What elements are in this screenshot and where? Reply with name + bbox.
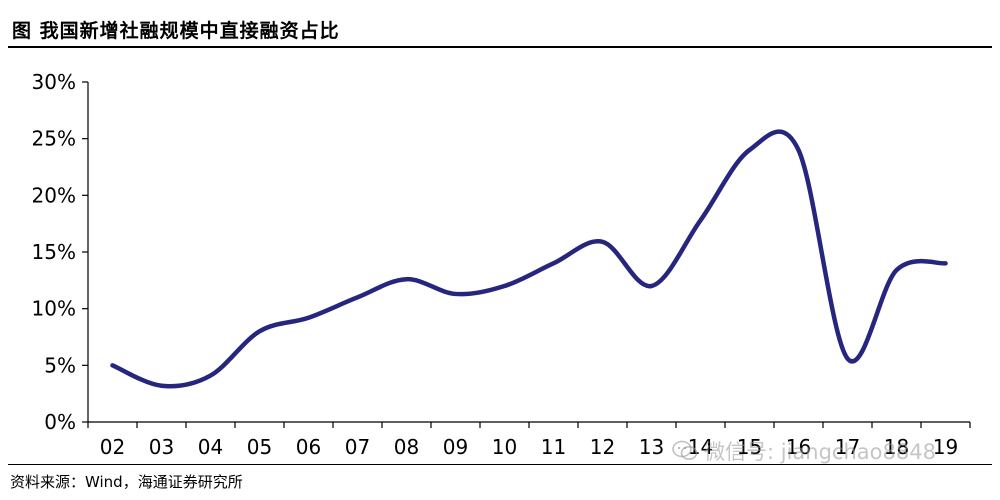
- series-group: [110, 129, 948, 389]
- y-tick-label: 0%: [44, 410, 76, 434]
- y-tick-label: 10%: [32, 297, 76, 321]
- x-tick-label: 04: [198, 435, 223, 459]
- x-tick-label: 13: [639, 435, 664, 459]
- wechat-icon: [672, 440, 698, 460]
- y-axis-ticks: 0% 5% 10% 15% 20% 25% 30%: [32, 70, 88, 434]
- chart-area: 0% 5% 10% 15% 20% 25% 30% 02 03 04 05 06 07 08 09 10 11…: [0, 60, 1000, 465]
- x-tick-label: 02: [100, 435, 125, 459]
- source-note: 资料来源：Wind，海通证券研究所: [10, 473, 243, 491]
- title-bar: 图 我国新增社融规模中直接融资占比: [8, 10, 992, 48]
- y-tick-label: 5%: [44, 353, 76, 377]
- x-tick-label: 18: [884, 435, 909, 459]
- x-tick-label: 10: [492, 435, 517, 459]
- x-tick-label: 05: [247, 435, 272, 459]
- x-tick-label: 19: [933, 435, 958, 459]
- x-tick-label: 12: [590, 435, 615, 459]
- y-tick-label: 20%: [32, 183, 76, 207]
- x-axis-ticks: 02 03 04 05 06 07 08 09 10 11 12 13 14 15 16 17 18 19: [87, 422, 971, 459]
- series-line: [110, 129, 948, 389]
- watermark-text: 微信号: jiangchao8848: [704, 440, 936, 464]
- x-tick-label: 11: [541, 435, 566, 459]
- chart-title: 图 我国新增社融规模中直接融资占比: [12, 20, 340, 42]
- y-tick-label: 30%: [32, 70, 76, 94]
- x-tick-label: 16: [786, 435, 811, 459]
- x-tick-label: 03: [149, 435, 174, 459]
- watermark: 微信号: jiangchao8848: [672, 436, 936, 466]
- y-tick-label: 25%: [32, 127, 76, 151]
- x-tick-label: 06: [296, 435, 321, 459]
- x-tick-label: 07: [345, 435, 370, 459]
- x-tick-label: 15: [737, 435, 762, 459]
- footer-rule: [8, 464, 992, 465]
- x-tick-label: 09: [443, 435, 468, 459]
- line-chart: 0% 5% 10% 15% 20% 25% 30% 02 03 04 05 06 07 08 09 10 11…: [32, 70, 971, 459]
- x-tick-label: 08: [394, 435, 419, 459]
- y-tick-label: 15%: [32, 240, 76, 264]
- x-tick-label: 17: [835, 435, 860, 459]
